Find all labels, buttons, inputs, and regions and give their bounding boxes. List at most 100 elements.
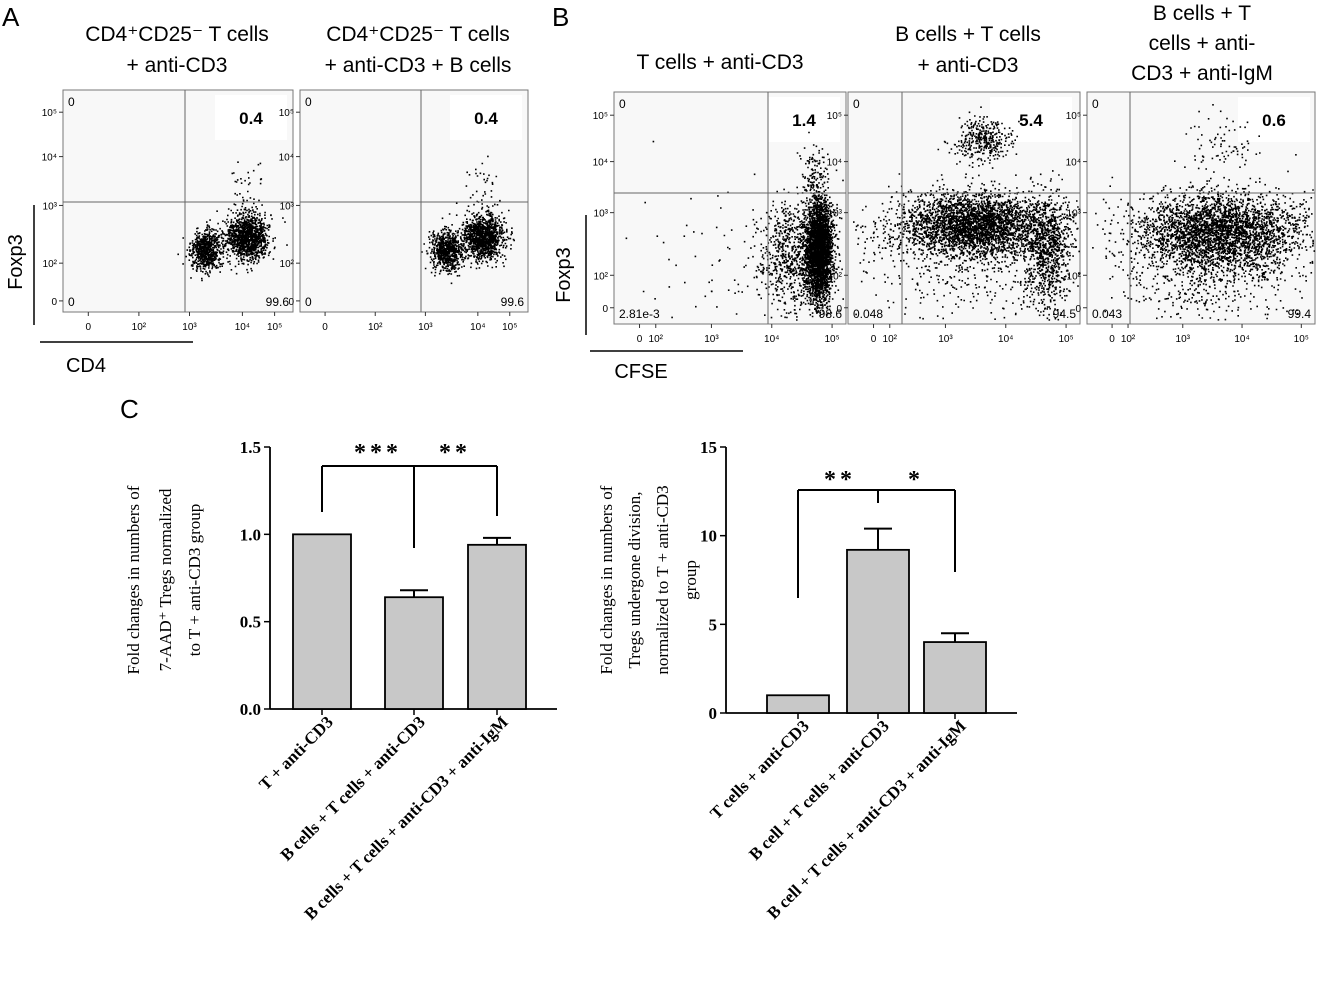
y-tick-label: 10⁵ (1066, 111, 1081, 122)
bar2-ylabel-line: Tregs undergone division, (625, 491, 644, 668)
y-tick-label: 0.0 (240, 700, 261, 719)
quadrant-ll-value: 0 (305, 295, 312, 309)
y-tick-label: 5 (709, 615, 718, 634)
x-tick-label: 10⁴ (1234, 334, 1249, 345)
y-tick-label: 1.0 (240, 525, 261, 544)
quadrant-lr-value: 99.6 (266, 295, 290, 309)
quadrant-lr-value: 94.5 (1053, 307, 1077, 321)
y-tick-label: 0 (1075, 304, 1081, 315)
flow-plot-cd4-anti-cd3-b-cells: CD4⁺CD25⁻ T cells + anti-CD3 + B cells 0… (279, 23, 529, 333)
bar (467, 543, 527, 710)
bar2-ylabel-line: Fold changes in numbers of (597, 485, 616, 674)
quadrant-ul-value: 0 (853, 97, 860, 111)
x-tick-label: 10³ (182, 322, 197, 333)
flow-xlabel-b: CFSE (614, 361, 667, 383)
flow-ylabel-b: Foxp3 (553, 247, 575, 303)
x-tick-label: 10² (1121, 334, 1136, 345)
event-dots (421, 155, 515, 285)
flow-title-line: B cells + T (1153, 2, 1251, 25)
flow-title-line: B cells + T cells (895, 23, 1041, 46)
quadrant-lr-value: 99.4 (1288, 307, 1312, 321)
panel-letter-c: C (120, 394, 139, 424)
x-tick-label: 0 (86, 322, 92, 333)
bar (923, 641, 987, 714)
x-tick-label: 10² (649, 334, 664, 345)
flow-plot-b-t-anti-cd3-anti-igm: B cells + T cells + anti- CD3 + anti-IgM… (1066, 2, 1316, 345)
x-tick-label: 10⁵ (267, 322, 282, 333)
x-tick-label: 10⁵ (502, 322, 517, 333)
y-tick-label: 0 (602, 304, 608, 315)
value-box (990, 97, 1072, 142)
quadrant-ur-value: 1.4 (792, 111, 816, 130)
bar-chart-7aad-tregs: Fold changes in numbers of 7-AAD⁺ Tregs … (124, 438, 557, 924)
value-box (215, 95, 287, 140)
x-tick-label: 10⁵ (1058, 334, 1073, 345)
x-tick-label: 10² (883, 334, 898, 345)
y-tick-label: 0 (288, 297, 294, 308)
y-tick-label: 10 (700, 527, 717, 546)
y-tick-label: 10² (1067, 271, 1082, 282)
value-box (450, 95, 522, 140)
quadrant-ur-value: 0.4 (474, 109, 498, 128)
y-tick-label: 0.5 (240, 613, 261, 632)
significance-stars: *** (354, 440, 402, 466)
flow-xlabel-a: CD4 (66, 355, 106, 377)
y-tick-label: 10⁴ (827, 158, 842, 169)
x-tick-label: 0 (637, 334, 643, 345)
y-tick-label: 10³ (280, 201, 295, 212)
y-tick-label: 10³ (1067, 209, 1082, 220)
flow-title-line: + anti-CD3 (918, 54, 1019, 77)
significance-stars: ** (824, 467, 856, 493)
significance-stars: * (908, 467, 924, 493)
category-label: T + anti-CD3 (255, 712, 337, 794)
flow-title-line: CD4⁺CD25⁻ T cells (326, 23, 510, 46)
bar (384, 596, 444, 710)
y-tick-label: 1.5 (240, 438, 261, 457)
event-dots (625, 131, 844, 321)
y-tick-label: 10² (280, 259, 295, 270)
bar2-ylabel-line: normalized to T + anti-CD3 (653, 485, 672, 674)
quadrant-ul-value: 0 (68, 95, 75, 109)
x-tick-label: 10³ (938, 334, 953, 345)
bar1-ylabel-line: 7-AAD⁺ Tregs normalized (156, 488, 175, 671)
y-tick-label: 10⁵ (827, 111, 842, 122)
significance-stars: ** (439, 440, 471, 466)
x-tick-label: 0 (871, 334, 877, 345)
bar1-ylabel-line: to T + anti-CD3 group (185, 504, 204, 657)
bar1-ylabel-line: Fold changes in numbers of (124, 485, 143, 674)
bar (292, 533, 352, 710)
y-tick-label: 10³ (594, 209, 609, 220)
x-tick-label: 10³ (1176, 334, 1191, 345)
y-tick-label: 10² (43, 259, 58, 270)
quadrant-ll-value: 0.043 (1092, 307, 1122, 321)
y-tick-label: 10⁴ (42, 153, 57, 164)
quadrant-ul-value: 0 (1092, 97, 1099, 111)
quadrant-lr-value: 98.6 (819, 307, 843, 321)
y-tick-label: 10⁴ (1066, 158, 1081, 169)
flow-ylabel-a: Foxp3 (5, 234, 27, 290)
event-dots (177, 161, 288, 282)
flow-title-line: CD3 + anti-IgM (1131, 62, 1273, 85)
y-tick-label: 0 (836, 304, 842, 315)
event-dots (1092, 104, 1316, 321)
panel-letter-b: B (552, 2, 569, 32)
bar2-ylabel-line: group (681, 560, 700, 600)
flow-title-line: cells + anti- (1149, 32, 1256, 55)
flow-plot-t-anti-cd3: T cells + anti-CD3 1.4 0 2.81e-3 98.6 10⁵ 10⁴… (593, 51, 847, 345)
bar (766, 694, 830, 714)
y-tick-label: 10⁵ (593, 111, 608, 122)
x-tick-label: 0 (322, 322, 328, 333)
y-tick-label: 10⁵ (279, 108, 294, 119)
quadrant-ul-value: 0 (305, 95, 312, 109)
value-box (1238, 97, 1310, 142)
flow-title-line: T cells + anti-CD3 (636, 51, 803, 74)
quadrant-ur-value: 0.6 (1262, 111, 1286, 130)
x-tick-label: 10³ (704, 334, 719, 345)
y-tick-label: 0 (709, 704, 718, 723)
y-tick-label: 10² (828, 271, 843, 282)
value-box (768, 97, 840, 142)
bar-chart-dividing-tregs: Fold changes in numbers of Tregs undergo… (597, 438, 1017, 923)
x-tick-label: 10² (132, 322, 147, 333)
x-tick-label: 10⁵ (1294, 334, 1309, 345)
